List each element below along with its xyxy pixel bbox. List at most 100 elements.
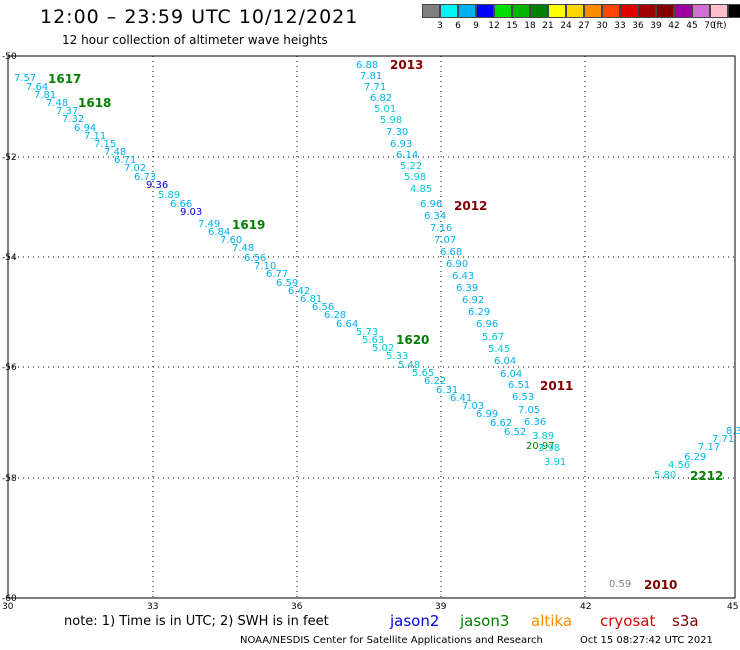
longitude-label: 36: [291, 602, 303, 612]
jason3-wave-height-value: 6.28: [324, 310, 347, 321]
s3a-wave-height-value: 6.96: [476, 319, 499, 330]
jason3-wave-height-value: 7.02: [124, 163, 147, 174]
s3a-wave-height-value: 5.22: [400, 161, 423, 172]
latitude-label: -56: [2, 363, 17, 373]
s3a-wave-height-value: 6.04: [494, 356, 517, 367]
jason3-wave-height-value: 20.97: [526, 441, 555, 452]
scale-swatch: [512, 4, 530, 18]
s3a-wave-height-value: 7.71: [364, 82, 387, 93]
jason3-wave-height-value: 7.48: [46, 98, 69, 109]
scale-tick-label: 18: [524, 21, 536, 31]
jason3-wave-height-value: 7.81: [34, 90, 57, 101]
jason3-wave-height-value: 6.56: [244, 253, 267, 264]
longitude-label: 39: [435, 602, 447, 612]
southeast-wave-height-value: 5.80: [654, 470, 677, 481]
scale-swatch: [494, 4, 512, 18]
scale-tick-label: 24: [560, 21, 572, 31]
s3a-wave-height-value: 6.14: [396, 150, 419, 161]
jason3-wave-height-value: 5.65: [412, 368, 435, 379]
jason3-wave-height-value: 7.15: [94, 139, 117, 150]
jason3-wave-height-value: 6.94: [74, 123, 97, 134]
s3a-wave-height-value: 3.91: [544, 457, 567, 468]
longitude-label: 42: [580, 602, 592, 612]
scale-swatch: [548, 4, 566, 18]
longitude-label: 30: [2, 602, 14, 612]
scale-swatch: [674, 4, 692, 18]
southeast-wave-height-value: 7.71: [712, 434, 735, 445]
jason3-wave-height-value: 9.03: [180, 207, 203, 218]
jason3-wave-height-value: 5.48: [398, 360, 421, 371]
graticule-grid: [8, 56, 735, 598]
scale-swatch: [476, 4, 494, 18]
scale-unit-label: (ft): [713, 21, 727, 31]
scale-tick-label: 3: [437, 21, 443, 31]
s3a-wave-height-value: 6.68: [440, 247, 463, 258]
scale-swatch: [728, 4, 740, 18]
scale-tick-label: 21: [542, 21, 554, 31]
s3a-wave-height-value: 5.45: [488, 344, 511, 355]
scale-tick-label: 30: [596, 21, 608, 31]
s3a-wave-height-value: 6.82: [370, 93, 393, 104]
jason3-wave-height-value: 6.56: [312, 302, 335, 313]
jason3-wave-height-value: 5.73: [356, 327, 379, 338]
jason3-wave-height-value: 6.59: [276, 278, 299, 289]
longitude-label: 33: [147, 602, 159, 612]
jason3-wave-height-value: 5.02: [372, 343, 395, 354]
jason3-wave-height-value: 6.52: [504, 427, 527, 438]
s3a-wave-height-value: 6.92: [462, 295, 485, 306]
s3a-wave-height-value: 3.98: [538, 443, 561, 454]
pass-time-label: 2013: [390, 58, 424, 72]
s3a-wave-height-value: 6.90: [446, 259, 469, 270]
jason3-wave-height-value: 6.84: [208, 227, 231, 238]
latitude-label: -52: [2, 153, 17, 163]
jason3-wave-height-value: 6.22: [424, 376, 447, 387]
mission-legend-jason2: jason2: [390, 612, 440, 630]
s3a-wave-height-value: 7.16: [430, 223, 453, 234]
scale-tick-label: 36: [632, 21, 644, 31]
southeast-wave-height-value: 7.17: [698, 442, 721, 453]
s3a-wave-height-value: 6.96: [420, 199, 443, 210]
pass-time-label: 2012: [454, 199, 488, 213]
s3a-wave-height-value: 6.36: [524, 417, 547, 428]
scale-swatch: [422, 4, 440, 18]
mission-legend-altika: altika: [531, 612, 573, 630]
jason3-wave-height-value: 7.10: [254, 261, 277, 272]
jason3-wave-height-value: 6.99: [476, 409, 499, 420]
s3a-wave-height-value: 5.98: [380, 115, 403, 126]
scale-tick-label: 39: [650, 21, 662, 31]
s3a-wave-height-value: 6.93: [390, 139, 413, 150]
jason3-wave-height-value: 7.37: [56, 106, 79, 117]
s3a-wave-height-value: 5.67: [482, 332, 505, 343]
scale-tick-label: 42: [668, 21, 680, 31]
scale-swatch: [458, 4, 476, 18]
s3a-wave-height-value: 6.43: [452, 271, 475, 282]
jason3-wave-height-value: 7.48: [104, 147, 127, 158]
mission-legend-cryosat: cryosat: [600, 612, 656, 630]
mission-legend-s3a: s3a: [672, 612, 699, 630]
jason3-wave-height-value: 6.73: [134, 172, 157, 183]
latitude-label: -58: [2, 474, 17, 484]
jason3-wave-height-value: 5.63: [362, 335, 385, 346]
scale-swatch: [440, 4, 458, 18]
jason3-wave-height-value: 6.31: [436, 385, 459, 396]
scale-tick-label: 15: [506, 21, 518, 31]
jason3-wave-height-value: 7.03: [462, 401, 485, 412]
s3a-wave-height-value: 6.39: [456, 283, 479, 294]
isolated-wave-height-value: 0.59: [609, 579, 632, 590]
latitude-label: -60: [2, 594, 17, 604]
s3a-wave-height-value: 6.34: [424, 211, 447, 222]
scale-tick-label: 33: [614, 21, 626, 31]
generation-timestamp: Oct 15 08:27:42 UTC 2021: [580, 635, 713, 646]
southeast-wave-height-value: 8.3: [726, 426, 740, 437]
map-frame: [7, 55, 736, 599]
page-title: 12:00 – 23:59 UTC 10/12/2021: [40, 6, 359, 28]
scale-tick-label: 70: [704, 21, 716, 31]
jason3-wave-height-value: 9.36: [146, 180, 169, 191]
s3a-wave-height-value: 7.05: [518, 405, 541, 416]
page-subtitle: 12 hour collection of altimeter wave hei…: [62, 33, 328, 47]
longitude-label: 45: [727, 602, 739, 612]
s3a-wave-height-value: 6.51: [508, 380, 531, 391]
s3a-wave-height-value: 6.04: [500, 369, 523, 380]
scale-swatch: [692, 4, 710, 18]
